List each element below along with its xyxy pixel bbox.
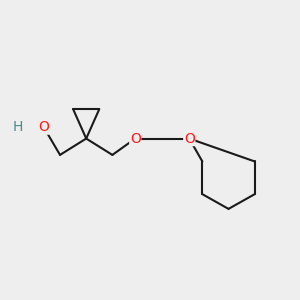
Text: H: H: [12, 120, 23, 134]
Text: O: O: [184, 131, 195, 146]
Text: O: O: [38, 120, 49, 134]
Text: O: O: [130, 131, 141, 146]
